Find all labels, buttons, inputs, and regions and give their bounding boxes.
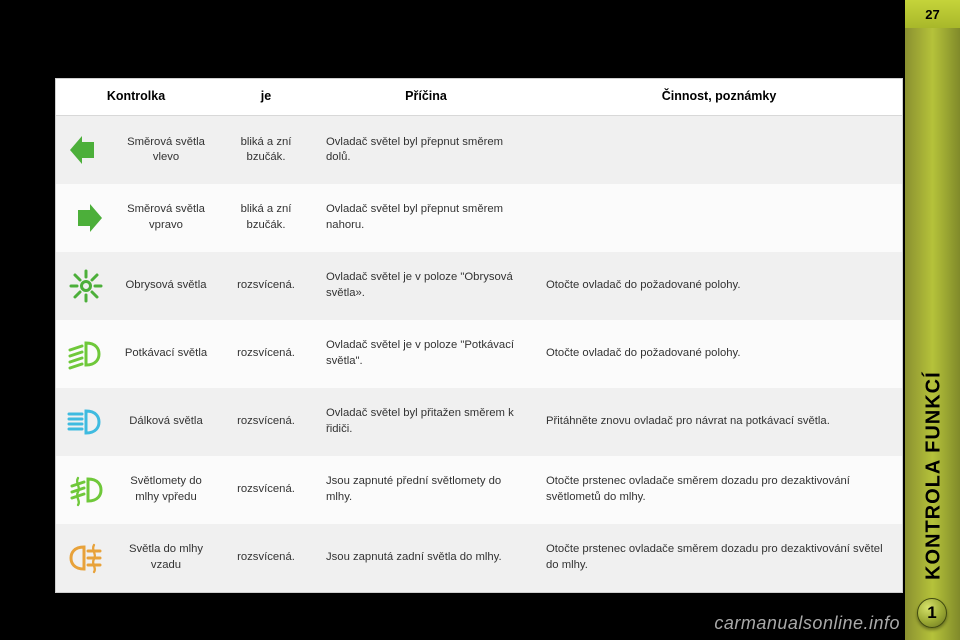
indicator-action: Otočte prstenec ovladače směrem dozadu p… <box>536 524 902 592</box>
watermark: carmanualsonline.info <box>714 613 900 634</box>
indicator-status: rozsvícená. <box>216 320 316 388</box>
fog-front-icon <box>56 456 116 524</box>
table-row: Směrová světla vpravobliká a zní bzučák.… <box>56 184 902 252</box>
chapter-badge: 1 <box>917 598 947 628</box>
indicator-cause: Ovladač světel je v poloze "Potkávací sv… <box>316 320 536 388</box>
col-header-action: Činnost, poznámky <box>536 79 902 116</box>
indicator-cause: Jsou zapnutá zadní světla do mlhy. <box>316 524 536 592</box>
indicator-name: Světlomety do mlhy vpředu <box>116 456 216 524</box>
indicator-action <box>536 116 902 184</box>
indicator-cause: Ovladač světel byl přepnut směrem dolů. <box>316 116 536 184</box>
sidelight-icon <box>56 252 116 320</box>
indicator-name: Směrová světla vpravo <box>116 184 216 252</box>
indicator-action: Přitáhněte znovu ovladač pro návrat na p… <box>536 388 902 456</box>
page-number-tab: 27 <box>905 0 960 28</box>
indicator-table: Kontrolka je Příčina Činnost, poznámky S… <box>56 79 902 592</box>
section-title: KONTROLA FUNKCÍ <box>918 260 950 580</box>
indicator-action: Otočte ovladač do požadované polohy. <box>536 252 902 320</box>
indicator-status: bliká a zní bzučák. <box>216 184 316 252</box>
page-number: 27 <box>925 7 939 22</box>
col-header-cause: Příčina <box>316 79 536 116</box>
indicator-status: rozsvícená. <box>216 252 316 320</box>
table-row: Směrová světla vlevobliká a zní bzučák.O… <box>56 116 902 184</box>
table-row: Světla do mlhy vzadurozsvícená.Jsou zapn… <box>56 524 902 592</box>
table-row: Obrysová světlarozsvícená.Ovladač světel… <box>56 252 902 320</box>
high-beam-icon <box>56 388 116 456</box>
indicator-table-container: Kontrolka je Příčina Činnost, poznámky S… <box>55 78 903 593</box>
indicator-action: Otočte ovladač do požadované polohy. <box>536 320 902 388</box>
indicator-cause: Ovladač světel byl přepnut směrem nahoru… <box>316 184 536 252</box>
indicator-name: Potkávací světla <box>116 320 216 388</box>
table-row: Dálková světlarozsvícená.Ovladač světel … <box>56 388 902 456</box>
indicator-name: Obrysová světla <box>116 252 216 320</box>
indicator-status: rozsvícená. <box>216 524 316 592</box>
table-row: Potkávací světlarozsvícená.Ovladač světe… <box>56 320 902 388</box>
table-row: Světlomety do mlhy vpředurozsvícená.Jsou… <box>56 456 902 524</box>
chapter-number: 1 <box>927 603 936 623</box>
indicator-cause: Ovladač světel byl přitažen směrem k řid… <box>316 388 536 456</box>
low-beam-icon <box>56 320 116 388</box>
fog-rear-icon <box>56 524 116 592</box>
indicator-status: rozsvícená. <box>216 388 316 456</box>
indicator-status: bliká a zní bzučák. <box>216 116 316 184</box>
arrow-left-icon <box>56 116 116 184</box>
indicator-name: Světla do mlhy vzadu <box>116 524 216 592</box>
col-header-indicator: Kontrolka <box>56 79 216 116</box>
indicator-name: Dálková světla <box>116 388 216 456</box>
col-header-status: je <box>216 79 316 116</box>
indicator-cause: Ovladač světel je v poloze "Obrysová svě… <box>316 252 536 320</box>
table-header-row: Kontrolka je Příčina Činnost, poznámky <box>56 79 902 116</box>
arrow-right-icon <box>56 184 116 252</box>
indicator-name: Směrová světla vlevo <box>116 116 216 184</box>
indicator-status: rozsvícená. <box>216 456 316 524</box>
indicator-action <box>536 184 902 252</box>
indicator-action: Otočte prstenec ovladače směrem dozadu p… <box>536 456 902 524</box>
indicator-cause: Jsou zapnuté přední světlomety do mlhy. <box>316 456 536 524</box>
